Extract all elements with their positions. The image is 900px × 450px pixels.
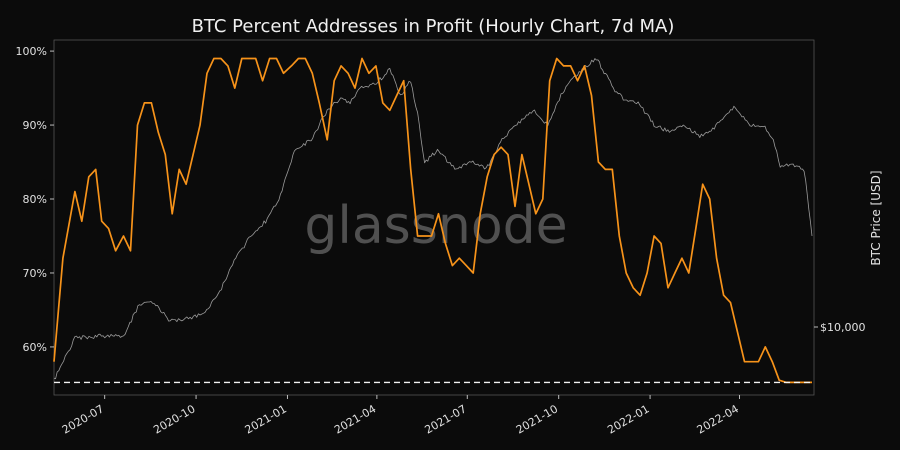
right-axis-label: BTC Price [USD]: [869, 170, 883, 265]
y-axis-right: $10,000: [814, 321, 866, 334]
y-tick-label: 100%: [16, 45, 47, 58]
series-line-price: [53, 58, 813, 380]
y-tick-label: 60%: [23, 341, 47, 354]
chart-title: BTC Percent Addresses in Profit (Hourly …: [192, 16, 675, 37]
series-group: [53, 57, 813, 384]
plot-area: [53, 39, 815, 396]
series-line-percent: [53, 57, 812, 384]
watermark: glassnode: [304, 196, 567, 256]
y-axis-left: 60% 70% 80% 90% 100%: [16, 45, 54, 354]
y-tick-label: 80%: [23, 193, 47, 206]
right-tick-label: $10,000: [820, 321, 866, 334]
y-tick-label: 70%: [23, 267, 47, 280]
y-tick-label: 90%: [23, 119, 47, 132]
